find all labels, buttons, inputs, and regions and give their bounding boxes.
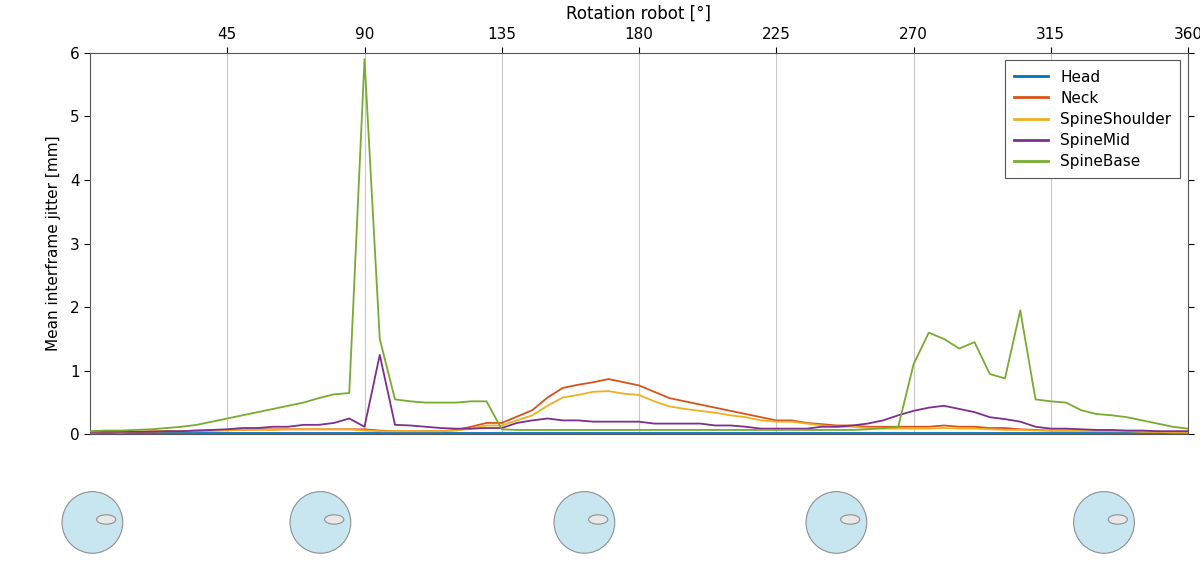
Y-axis label: Mean interframe jitter [mm]: Mean interframe jitter [mm] bbox=[47, 136, 61, 352]
Legend: Head, Neck, SpineShoulder, SpineMid, SpineBase: Head, Neck, SpineShoulder, SpineMid, Spi… bbox=[1006, 60, 1181, 178]
X-axis label: Rotation robot [°]: Rotation robot [°] bbox=[566, 5, 712, 23]
